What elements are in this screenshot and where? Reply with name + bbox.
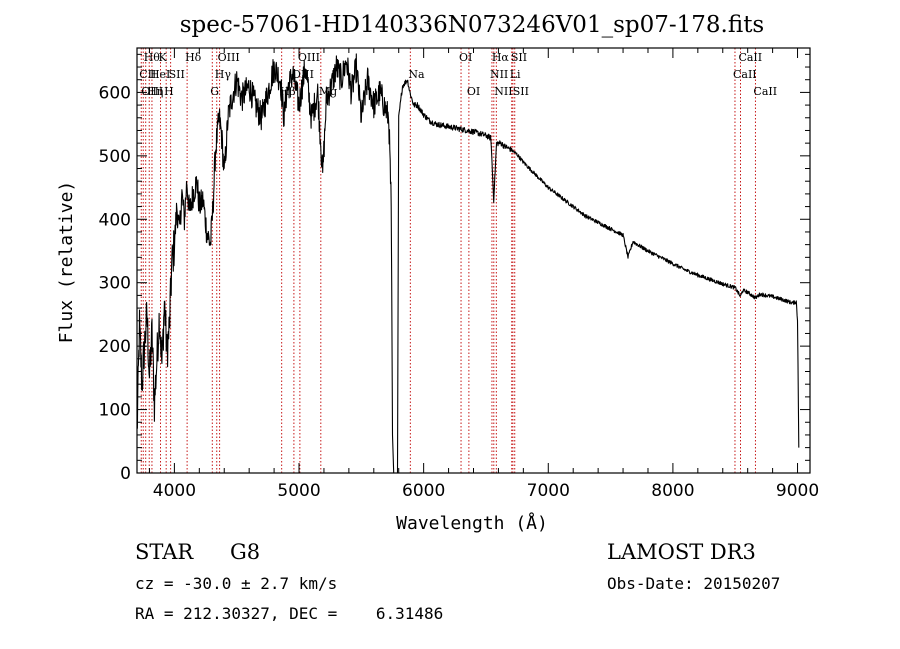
line-marker-label-11: OIII	[218, 51, 240, 64]
line-marker-label-14: OIII	[298, 51, 320, 64]
spectral-line-labels: CIIOIIIHθHηHeIKHSIIHδGHγOIIIHβOIIIOIIIMg…	[139, 51, 777, 98]
line-marker-label-21: NII	[494, 85, 512, 98]
line-marker-label-6: H	[164, 85, 174, 98]
flux-series-line	[136, 53, 800, 474]
line-marker-label-9: G	[210, 85, 219, 98]
x-tick-label-9000: 9000	[776, 481, 819, 501]
observation-date: Obs-Date: 20150207	[607, 574, 780, 593]
object-type: STAR	[135, 540, 194, 564]
y-tick-label-200: 200	[99, 337, 131, 357]
x-tick-label-5000: 5000	[277, 481, 320, 501]
line-marker-label-22: Li	[510, 68, 521, 81]
line-marker-label-16: Na	[408, 68, 425, 81]
line-marker-label-5: K	[159, 51, 168, 64]
line-marker-label-4: HeI	[150, 68, 170, 81]
line-marker-label-12: Hβ	[280, 85, 296, 98]
line-marker-label-25: CaII	[733, 68, 757, 81]
y-tick-label-0: 0	[120, 464, 131, 484]
y-tick-label-300: 300	[99, 274, 131, 294]
line-marker-label-0: CII	[139, 68, 156, 81]
line-marker-label-3: Hη	[147, 85, 163, 98]
axis-ticks: 4000 5000 6000 7000 8000 9000 0 100 200 300 400 500…	[99, 48, 819, 501]
redshift-readout: cz = -30.0 ± 2.7 km/s	[135, 574, 337, 593]
spectral-line-markers	[140, 48, 756, 473]
y-axis-label: Flux (relative)	[56, 181, 77, 344]
x-tick-label-7000: 7000	[527, 481, 570, 501]
y-tick-label-400: 400	[99, 210, 131, 230]
line-marker-label-17: OI	[459, 51, 472, 64]
x-tick-label-6000: 6000	[402, 481, 445, 501]
survey-name: LAMOST DR3	[607, 540, 756, 564]
line-marker-label-27: CaII	[753, 85, 777, 98]
line-marker-label-18: OI	[467, 85, 480, 98]
object-subclass: G8	[230, 540, 260, 564]
y-tick-label-100: 100	[99, 401, 131, 421]
line-marker-label-24: SII	[513, 85, 529, 98]
line-marker-label-1: OIII	[141, 85, 163, 98]
x-axis-label: Wavelength (Å)	[396, 512, 548, 534]
line-marker-label-26: CaII	[738, 51, 762, 64]
line-marker-label-23: SII	[511, 51, 527, 64]
line-marker-label-10: Hγ	[215, 68, 232, 81]
chart-title: spec-57061-HD140336N073246V01_sp07-178.f…	[180, 12, 765, 38]
y-tick-label-600: 600	[99, 83, 131, 103]
coordinates-readout: RA = 212.30327, DEC = 6.31486	[135, 604, 443, 623]
line-marker-label-7: SII	[169, 68, 185, 81]
line-marker-label-19: NII	[490, 68, 508, 81]
y-tick-label-500: 500	[99, 147, 131, 167]
line-marker-label-20: Hα	[492, 51, 510, 64]
line-marker-label-8: Hδ	[185, 51, 202, 64]
x-tick-label-8000: 8000	[651, 481, 694, 501]
x-tick-label-4000: 4000	[153, 481, 196, 501]
line-marker-label-2: Hθ	[144, 51, 161, 64]
